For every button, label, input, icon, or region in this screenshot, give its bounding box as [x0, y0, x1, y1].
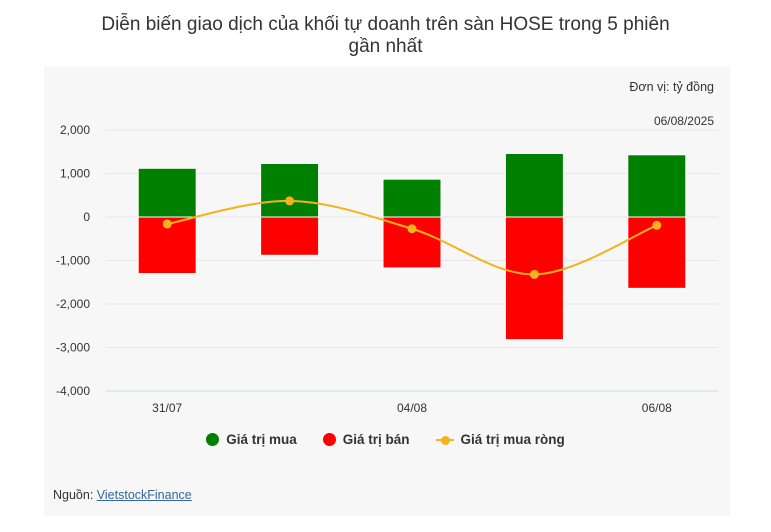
bar-buy [137, 167, 197, 218]
bar-buy [627, 154, 687, 218]
legend-item-buy[interactable]: Giá trị mua [206, 432, 297, 447]
date-label: 06/08/2025 [654, 114, 714, 128]
unit-label: Đơn vị: tỷ đồng [629, 80, 714, 94]
legend-sell-symbol [322, 433, 336, 446]
source-note: Nguồn: VietstockFinance [53, 488, 192, 502]
net-point [407, 224, 417, 234]
legend: Giá trị mua Giá trị bán Giá trị mua ròng [0, 432, 771, 447]
x-tick-label: 31/07 [152, 401, 182, 415]
legend-buy-symbol [206, 433, 220, 446]
chart-title-line-2: gần nhất [348, 36, 423, 57]
legend-net-label: Giá trị mua ròng [460, 432, 565, 447]
legend-item-net[interactable]: Giá trị mua ròng [435, 432, 565, 447]
y-tick-label: -2,000 [56, 297, 90, 311]
net-point [162, 219, 172, 229]
chart-panel [44, 66, 730, 516]
x-tick-label: 06/08 [642, 401, 672, 415]
bar-buy [382, 178, 442, 218]
y-tick-label: -1,000 [56, 254, 90, 268]
bar-sell [260, 216, 320, 256]
source-link[interactable]: VietstockFinance [96, 488, 192, 502]
legend-sell-label: Giá trị bán [342, 432, 410, 447]
y-tick-label: 1,000 [60, 167, 90, 181]
net-point [285, 196, 295, 206]
net-point [652, 220, 662, 230]
net-point [529, 269, 539, 279]
legend-buy-label: Giá trị mua [226, 432, 297, 447]
y-tick-label: -3,000 [56, 341, 90, 355]
chart-title: Diễn biến giao dịch của khối tự doanh tr… [0, 14, 771, 58]
y-tick-label: 0 [83, 210, 90, 224]
bar-buy [504, 152, 564, 218]
bar-buy [260, 162, 320, 218]
legend-item-sell[interactable]: Giá trị bán [322, 432, 410, 447]
source-prefix: Nguồn: [53, 488, 97, 502]
legend-net-symbol [435, 433, 454, 446]
x-tick-label: 04/08 [397, 401, 427, 415]
chart-title-line-1: Diễn biến giao dịch của khối tự doanh tr… [101, 14, 670, 35]
y-tick-label: -4,000 [56, 384, 90, 398]
y-tick-label: 2,000 [60, 123, 90, 137]
